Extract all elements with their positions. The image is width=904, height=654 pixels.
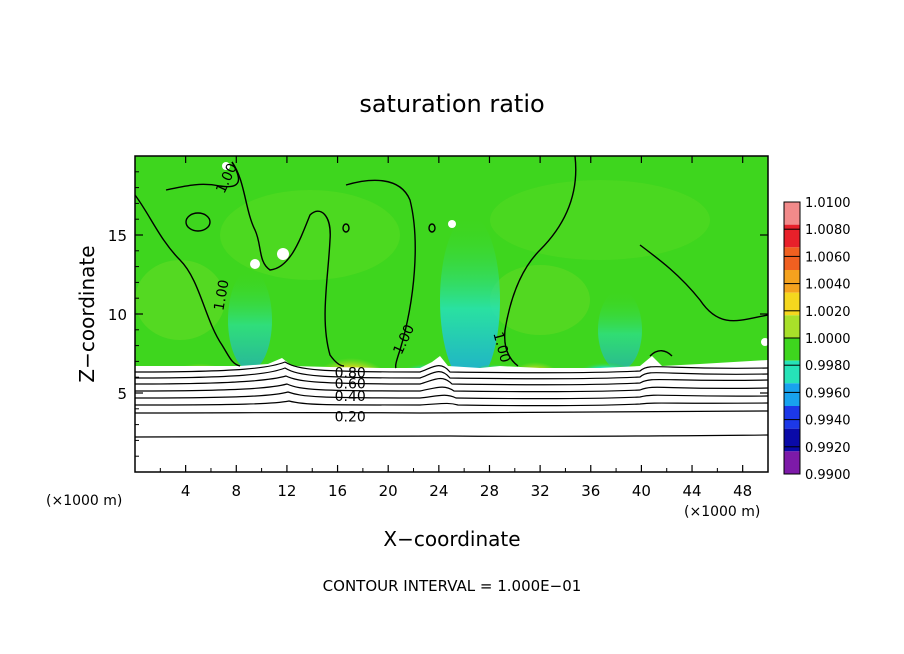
x-unit-label-right: (×1000 m) <box>684 504 760 520</box>
colorbar-label: 1.0060 <box>805 250 851 265</box>
contour-label-text: 1.00 <box>489 330 513 364</box>
colorbar-segment <box>784 451 800 474</box>
colorbar-label: 1.0100 <box>805 196 851 211</box>
colorbar-segment <box>784 406 800 429</box>
contour-label-text: 1.00 <box>211 278 232 311</box>
contour-label: 0.20 <box>335 410 366 426</box>
contour-label: 0.80 <box>335 365 366 381</box>
colorbar-label: 1.0040 <box>805 278 851 293</box>
y-tick-label: 5 <box>117 385 127 403</box>
x-tick-label: 4 <box>181 482 191 500</box>
x-tick-label: 12 <box>277 482 296 500</box>
colorbar-segment <box>784 202 800 225</box>
x-tick-label: 36 <box>581 482 600 500</box>
x-tick-label: 28 <box>480 482 499 500</box>
y-axis-label: Z−coordinate <box>75 245 99 382</box>
colorbar-segment <box>784 338 800 361</box>
contour-label: 1.00 <box>211 278 232 311</box>
y-tick-label: 10 <box>108 306 127 324</box>
x-tick-label: 40 <box>632 482 651 500</box>
contour-label: 0.40 <box>335 389 366 405</box>
colorbar-segment <box>784 383 800 406</box>
saturation-field: 1.001.001.00 1.000.800.600.400.20 <box>135 156 768 472</box>
contour-label: 1.00 <box>489 330 513 364</box>
contour-label-text: 0.80 <box>335 365 366 381</box>
x-tick-label: 44 <box>682 482 701 500</box>
colorbar-segment <box>784 360 800 384</box>
colorbar-label: 1.0000 <box>805 332 851 347</box>
x-tick-label: 8 <box>232 482 242 500</box>
x-tick-label: 48 <box>733 482 752 500</box>
contour-label: 0.60 <box>335 377 366 393</box>
colorbar-label: 0.9900 <box>805 468 851 483</box>
colorbar-segment <box>784 224 800 248</box>
x-tick-label: 32 <box>531 482 550 500</box>
colorbar-label: 1.0080 <box>805 223 851 238</box>
contour-labels: 1.001.001.00 1.000.800.600.400.20 <box>211 161 512 426</box>
colorbar-label: 0.9980 <box>805 359 851 374</box>
x-axis: 4 8 12 16 20 24 28 32 36 40 44 48 <box>159 156 752 500</box>
y-tick-label: 15 <box>108 227 127 245</box>
x-tick-label: 20 <box>379 482 398 500</box>
colorbar-label: 0.9960 <box>805 386 851 401</box>
colorbar-label: 0.9920 <box>805 441 851 456</box>
chart-title: saturation ratio <box>359 90 544 118</box>
colorbar-segment <box>784 428 800 452</box>
x-tick-label: 24 <box>429 482 448 500</box>
colorbar-segment <box>784 315 800 338</box>
contour-interval-label: CONTOUR INTERVAL = 1.000E−01 <box>323 577 582 595</box>
colorbar-label: 1.0020 <box>805 305 851 320</box>
y-axis: 5 10 15 <box>108 171 768 457</box>
colorbar-segment <box>784 292 800 316</box>
contour-label-text: 0.60 <box>335 377 366 393</box>
colorbar-segment <box>784 247 800 270</box>
colorbar-label: 0.9940 <box>805 414 851 429</box>
x-axis-label: X−coordinate <box>383 527 520 551</box>
contour-label-text: 0.40 <box>335 389 366 405</box>
x-tick-label: 16 <box>328 482 347 500</box>
x-unit-label-left: (×1000 m) <box>46 493 122 509</box>
colorbar: 1.0100 1.0080 1.0060 1.0040 1.0020 1.0000 0.99… <box>783 196 851 483</box>
colorbar-segment <box>784 270 800 293</box>
contour-label-text: 0.20 <box>335 410 366 426</box>
